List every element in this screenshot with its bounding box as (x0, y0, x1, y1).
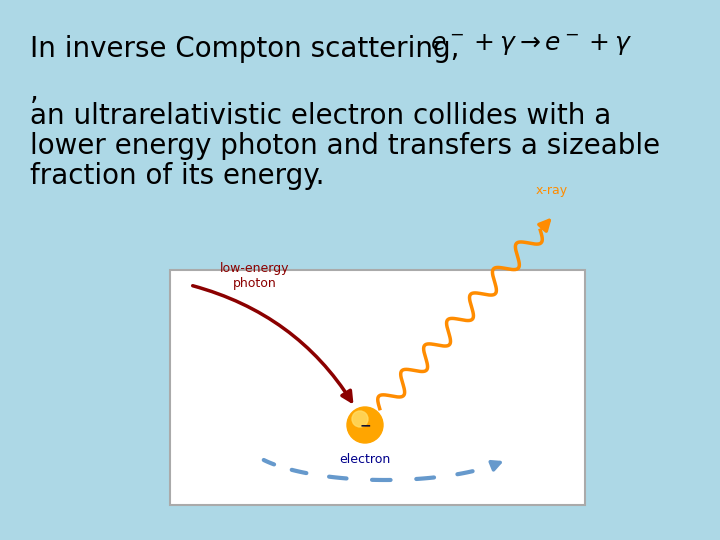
Text: fraction of its energy.: fraction of its energy. (30, 162, 325, 190)
Circle shape (347, 407, 383, 443)
Text: −: − (359, 418, 371, 432)
Text: x-ray: x-ray (536, 184, 568, 197)
FancyArrowPatch shape (193, 286, 351, 401)
Text: an ultrarelativistic electron collides with a: an ultrarelativistic electron collides w… (30, 102, 611, 130)
Circle shape (352, 411, 368, 427)
Text: lower energy photon and transfers a sizeable: lower energy photon and transfers a size… (30, 132, 660, 160)
FancyBboxPatch shape (170, 270, 585, 505)
Text: In inverse Compton scattering,: In inverse Compton scattering, (30, 35, 459, 63)
Text: $e^- + \gamma \rightarrow e^- + \gamma$: $e^- + \gamma \rightarrow e^- + \gamma$ (430, 33, 632, 58)
Text: electron: electron (339, 453, 391, 466)
Text: ,: , (30, 78, 39, 106)
Text: low-energy
photon: low-energy photon (220, 262, 289, 290)
